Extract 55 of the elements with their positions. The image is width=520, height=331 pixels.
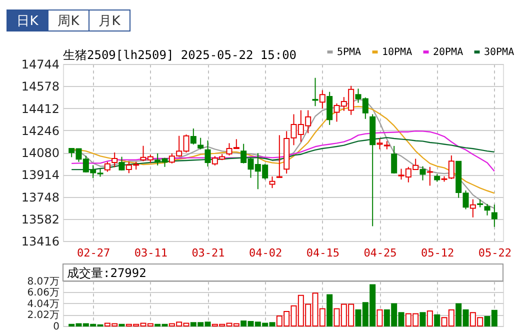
y-tick-label: 14080 (21, 146, 60, 160)
candlestick (269, 176, 276, 189)
y-tick-label: 13748 (21, 190, 60, 204)
candlestick (491, 204, 498, 228)
bar (326, 294, 333, 326)
chart-title: 生猪2509[lh2509] 2025-05-22 15:00 (63, 48, 297, 62)
candlestick (276, 134, 282, 178)
candlestick (484, 203, 490, 216)
legend-label: 5PMA (337, 47, 362, 58)
candlestick (391, 145, 398, 174)
x-tick-label: 03-21 (192, 246, 225, 260)
legend-label: 10PMA (382, 47, 412, 58)
candlestick (448, 154, 454, 180)
bar (426, 310, 433, 326)
candlestick (104, 161, 110, 172)
x-tick-label: 05-12 (421, 246, 454, 260)
y-tick-label: 14578 (21, 80, 60, 94)
y-tick-label: 4.04万 (27, 298, 60, 310)
y-tick-label: 0 (53, 322, 60, 331)
line-series (70, 130, 496, 172)
candlestick (470, 198, 476, 218)
candlestick (198, 137, 204, 150)
candlestick (112, 152, 118, 168)
bar (434, 314, 440, 326)
candlestick (118, 156, 125, 171)
y-tick-label: 13914 (21, 168, 60, 182)
y-tick-label: 14744 (21, 58, 60, 72)
y-tick-label: 8.07万 (27, 276, 60, 288)
candlestick (420, 166, 426, 181)
y-tick-label: 13582 (21, 212, 60, 226)
y-tick-label: 14412 (21, 102, 60, 116)
chart-title: 成交量:27992 (67, 266, 146, 280)
text: 日K (16, 14, 39, 29)
x-tick-label: 04-25 (364, 246, 397, 260)
candlestick (326, 91, 333, 126)
candlestick (190, 128, 196, 146)
candlestick (312, 77, 318, 107)
legend-label: 20PMA (433, 47, 464, 58)
candlestick (319, 90, 326, 110)
candlestick (376, 138, 383, 150)
y-tick-label: 14246 (21, 124, 60, 138)
text: 月K (98, 14, 121, 29)
legend-label: 30PMA (484, 47, 514, 58)
bar (420, 312, 426, 326)
y-tick-label: 13416 (21, 234, 60, 248)
x-tick-label: 04-15 (306, 246, 340, 260)
x-tick-label: 03-11 (134, 246, 168, 260)
y-tick-label: 2.02万 (27, 310, 60, 322)
y-tick-label: 6.06万 (27, 288, 60, 299)
bar (376, 309, 383, 326)
x-tick-label: 04-02 (249, 246, 282, 260)
text: 周K (58, 14, 80, 29)
candlestick (204, 140, 211, 167)
x-tick-label: 05-22 (478, 246, 512, 260)
x-tick-label: 02-27 (77, 246, 110, 260)
